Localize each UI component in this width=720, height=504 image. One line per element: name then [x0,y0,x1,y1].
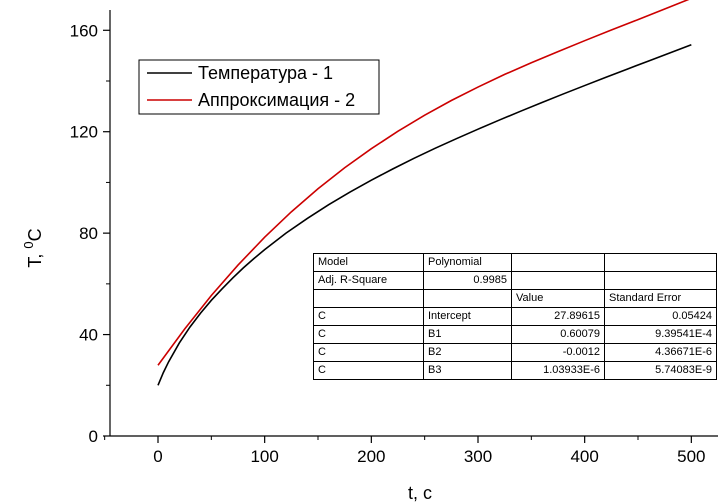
fit-table-cell: 0.9985 [423,271,512,290]
legend-label-temperature: Температура - 1 [198,63,333,83]
x-axis-title: t, c [408,483,432,503]
fit-table-cell: C [313,343,424,362]
fit-table-row: C B1 0.60079 9.39541E-4 [313,325,717,344]
x-tick-label: 400 [570,447,598,466]
y-axis-title-main: T, [25,249,45,268]
fit-table-cell: B1 [423,325,512,344]
x-tick-label: 100 [250,447,278,466]
fit-table-cell: 0.05424 [604,307,717,326]
fit-table-cell: Intercept [423,307,512,326]
svg-text:T, 0C: T, 0C [21,228,45,267]
fit-table-cell: Value [511,289,605,308]
legend-label-approximation: Аппроксимация - 2 [198,90,355,110]
fit-results-table: Model Polynomial Adj. R-Square 0.9985 Value S… [313,253,717,380]
series-line-approximation [157,0,690,366]
fit-table-cell: B3 [423,361,512,380]
fit-table-cell: Adj. R-Square [313,271,424,290]
fit-table-cell [423,289,512,308]
fit-table-cell: 9.39541E-4 [604,325,717,344]
legend: Температура - 1 Аппроксимация - 2 [138,59,380,115]
fit-table-row: Adj. R-Square 0.9985 [313,271,717,290]
series-line-temperature [157,43,692,386]
fit-table-cell: B2 [423,343,512,362]
axes: 0 100 200 300 400 500 0 40 80 120 160 [70,10,718,466]
fit-table-cell: Polynomial [423,253,512,272]
x-tick-label: 200 [357,447,385,466]
series-layer [157,0,692,386]
fit-table-cell: C [313,307,424,326]
x-tick-label: 300 [464,447,492,466]
fit-table-cell: Model [313,253,424,272]
fit-table-cell: 1.03933E-6 [511,361,605,380]
fit-table-cell: C [313,325,424,344]
y-tick-label: 160 [70,21,98,40]
y-axis-title: T, 0C [21,228,45,267]
fit-table-cell [511,271,605,290]
fit-table-cell: Standard Error [604,289,717,308]
y-axis-title-unit: C [25,228,45,241]
y-tick-label: 120 [70,123,98,142]
y-tick-label: 80 [79,224,98,243]
fit-table-cell [511,253,605,272]
x-tick-label: 500 [677,447,705,466]
fit-table-cell [313,289,424,308]
fit-table-row: C B2 -0.0012 4.36671E-6 [313,343,717,362]
fit-table-cell: 4.36671E-6 [604,343,717,362]
y-axis-title-superscript: 0 [21,241,36,248]
fit-table-cell [604,253,717,272]
fit-table-cell: -0.0012 [511,343,605,362]
x-tick-label: 0 [153,447,162,466]
y-tick-label: 40 [79,326,98,345]
fit-table-row: C Intercept 27.89615 0.05424 [313,307,717,326]
fit-table-cell: 0.60079 [511,325,605,344]
legend-box [138,59,380,115]
fit-table-row: Model Polynomial [313,253,717,272]
fit-table-cell: 27.89615 [511,307,605,326]
fit-table-row: C B3 1.03933E-6 5.74083E-9 [313,361,717,380]
fit-table-row: Value Standard Error [313,289,717,308]
y-tick-label: 0 [89,427,98,446]
fit-table-cell [604,271,717,290]
fit-table-cell: 5.74083E-9 [604,361,717,380]
fit-table-cell: C [313,361,424,380]
